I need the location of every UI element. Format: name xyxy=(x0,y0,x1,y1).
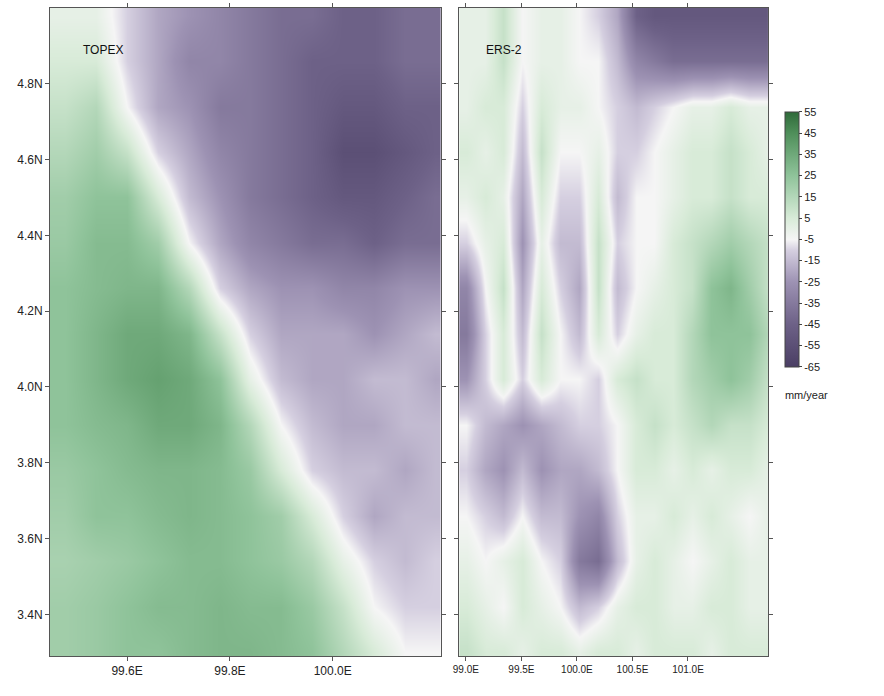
svg-text:99.0E: 99.0E xyxy=(453,664,479,675)
svg-text:3.6N: 3.6N xyxy=(17,532,42,546)
svg-text:-25: -25 xyxy=(804,276,820,288)
svg-text:mm/year: mm/year xyxy=(785,389,828,401)
svg-text:3.4N: 3.4N xyxy=(17,608,42,622)
svg-text:45: 45 xyxy=(804,127,816,139)
svg-text:5: 5 xyxy=(804,212,810,224)
svg-text:55: 55 xyxy=(804,106,816,118)
svg-text:99.8E: 99.8E xyxy=(214,664,245,678)
svg-text:-15: -15 xyxy=(804,254,820,266)
svg-text:100.5E: 100.5E xyxy=(617,664,649,675)
svg-text:4.0N: 4.0N xyxy=(17,380,42,394)
svg-text:-45: -45 xyxy=(804,318,820,330)
svg-text:99.5E: 99.5E xyxy=(508,664,534,675)
svg-text:ERS-2: ERS-2 xyxy=(486,43,522,57)
svg-text:-35: -35 xyxy=(804,297,820,309)
svg-text:101.0E: 101.0E xyxy=(672,664,704,675)
svg-text:99.6E: 99.6E xyxy=(111,664,142,678)
svg-text:4.8N: 4.8N xyxy=(17,77,42,91)
svg-text:3.8N: 3.8N xyxy=(17,456,42,470)
svg-text:4.4N: 4.4N xyxy=(17,229,42,243)
svg-text:-5: -5 xyxy=(804,233,814,245)
svg-text:100.0E: 100.0E xyxy=(314,664,352,678)
svg-text:35: 35 xyxy=(804,148,816,160)
svg-text:-65: -65 xyxy=(804,361,820,373)
svg-text:TOPEX: TOPEX xyxy=(83,43,123,57)
svg-text:-55: -55 xyxy=(804,339,820,351)
svg-text:15: 15 xyxy=(804,191,816,203)
svg-text:25: 25 xyxy=(804,169,816,181)
svg-text:4.6N: 4.6N xyxy=(17,153,42,167)
svg-text:100.0E: 100.0E xyxy=(561,664,593,675)
svg-text:4.2N: 4.2N xyxy=(17,304,42,318)
